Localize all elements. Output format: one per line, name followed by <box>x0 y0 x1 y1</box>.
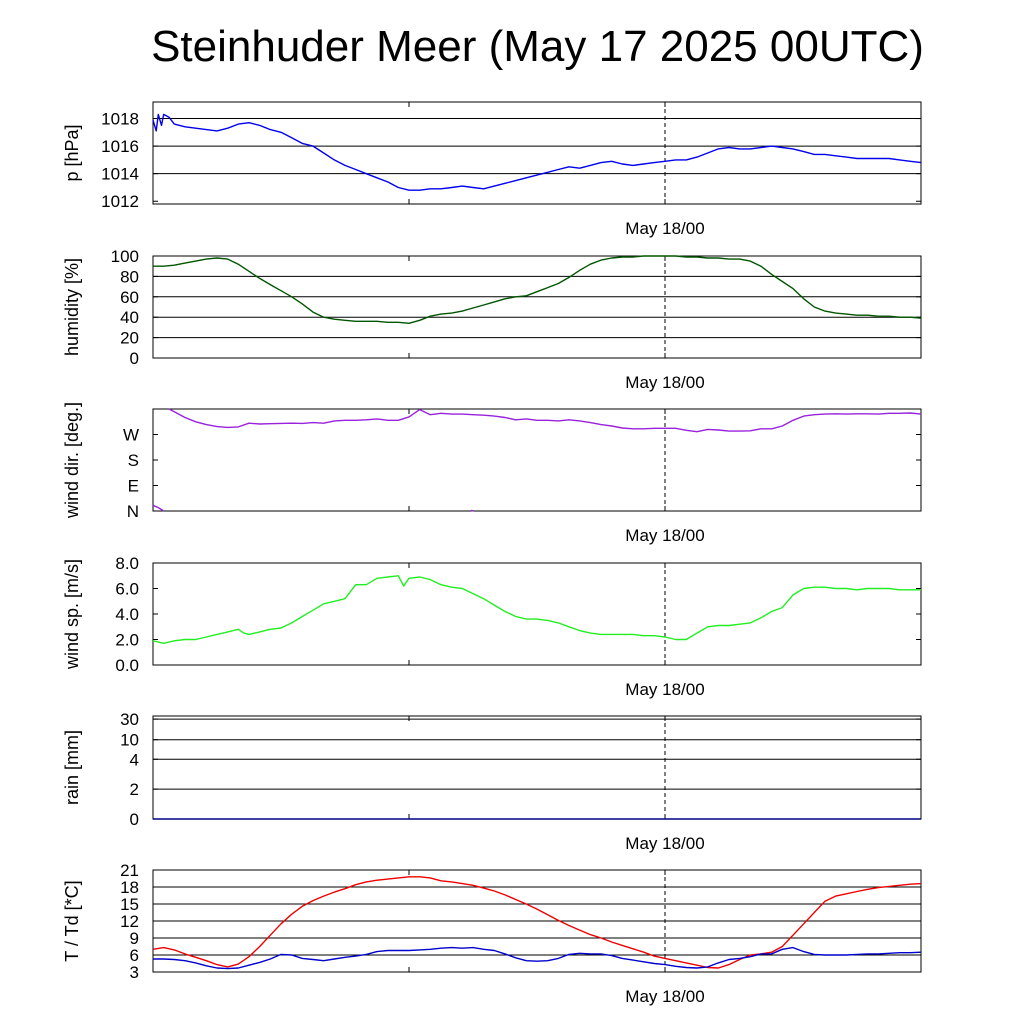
y-tick-label: 6.0 <box>115 580 139 599</box>
y-axis-label: p [hPa] <box>62 124 82 181</box>
y-tick-label: W <box>123 426 139 445</box>
y-tick-label: 1014 <box>101 165 139 184</box>
y-tick-label: 80 <box>120 267 139 286</box>
series-line-2 <box>153 946 922 970</box>
y-tick-label: 12 <box>120 912 139 931</box>
y-tick-label: 0 <box>130 810 139 829</box>
series-line-3 <box>470 509 475 512</box>
series-line-1 <box>152 113 922 191</box>
y-tick-label: S <box>128 451 139 470</box>
y-tick-label: 0 <box>130 349 139 368</box>
y-tick-label: 15 <box>120 895 139 914</box>
panel-1: 1012 1014 1016 1018 May 18/00 p [hPa] <box>62 101 922 238</box>
plot-frame <box>152 101 922 205</box>
plot-frame <box>152 715 922 820</box>
y-tick-label: 1018 <box>101 110 139 129</box>
y-tick-label: 3 <box>130 963 139 982</box>
x-axis-label: May 18/00 <box>625 834 704 853</box>
y-tick-label: 9 <box>130 929 139 948</box>
panel-5: 0 2 410 30 May 18/00 rain [mm] <box>62 710 922 853</box>
series-line-1 <box>152 876 922 969</box>
y-axis-label: rain [mm] <box>62 730 82 805</box>
y-tick-label: 4 <box>130 750 139 769</box>
plot-frame <box>152 255 922 359</box>
y-tick-label: 60 <box>120 288 139 307</box>
y-tick-label: 2.0 <box>115 631 139 650</box>
y-axis-label: T / Td [*C] <box>62 880 82 961</box>
x-axis-label: May 18/00 <box>625 987 704 1006</box>
y-axis-label: humidity [%] <box>62 258 82 356</box>
y-tick-label: 100 <box>111 247 139 266</box>
y-tick-label: 4.0 <box>115 605 139 624</box>
panel-4: 0.0 2.0 4.0 6.0 8.0 May 18/00 wind sp. [m/s] <box>62 554 922 699</box>
y-tick-label: 20 <box>120 329 139 348</box>
y-tick-label: 0.0 <box>115 656 139 675</box>
y-tick-label: 10 <box>120 731 139 750</box>
y-axis-label: wind dir. [deg.] <box>62 402 82 519</box>
y-tick-label: E <box>128 477 139 496</box>
y-tick-label: 40 <box>120 308 139 327</box>
series-line-1 <box>168 408 922 433</box>
y-tick-label: 21 <box>120 861 139 880</box>
y-axis-label: wind sp. [m/s] <box>62 559 82 670</box>
y-tick-label: 18 <box>120 878 139 897</box>
y-tick-label: 8.0 <box>115 554 139 573</box>
series-line-1 <box>153 255 922 324</box>
page-title: Steinhuder Meer (May 17 2025 00UTC) <box>151 22 924 71</box>
plot-frame <box>152 562 922 666</box>
y-tick-label: 1012 <box>101 192 139 211</box>
x-axis-label: May 18/00 <box>625 526 704 545</box>
y-tick-label: 30 <box>120 710 139 729</box>
series-line-2 <box>152 504 165 512</box>
x-axis-label: May 18/00 <box>625 680 704 699</box>
y-tick-label: 1016 <box>101 137 139 156</box>
y-tick-label: N <box>127 502 139 521</box>
x-axis-label: May 18/00 <box>625 219 704 238</box>
series-line-1 <box>152 575 921 644</box>
y-tick-label: 6 <box>130 946 139 965</box>
y-tick-label: 2 <box>130 780 139 799</box>
x-axis-label: May 18/00 <box>625 373 704 392</box>
